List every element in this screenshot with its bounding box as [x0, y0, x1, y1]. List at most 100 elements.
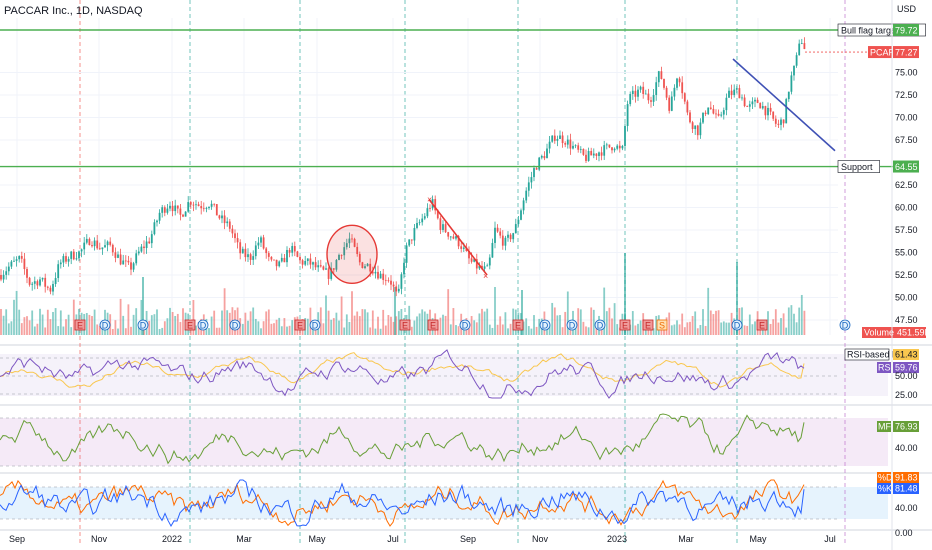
candle-body: [702, 112, 704, 123]
rsi-ma-label: RSI-based MA: [847, 350, 906, 360]
candle-body: [678, 78, 681, 83]
candle-body: [273, 259, 275, 261]
price-tick-label: 55.00: [895, 247, 918, 257]
candle-body: [319, 265, 322, 267]
candle-body: [33, 281, 36, 284]
candle-body: [26, 269, 28, 278]
volume-bar: [439, 317, 442, 335]
candle-body: [694, 125, 697, 130]
volume-bar: [535, 326, 538, 335]
volume-bar: [345, 314, 348, 335]
candle-body: [439, 218, 442, 230]
candle-body: [351, 238, 353, 240]
candle-body: [603, 145, 606, 156]
candle-body: [132, 263, 135, 270]
volume-bar: [387, 315, 390, 335]
candle-body: [494, 227, 496, 243]
event-badge-letter: D: [312, 321, 319, 331]
event-badge-earnings: [512, 319, 524, 331]
candle-body: [88, 238, 91, 246]
candle-body: [416, 222, 418, 228]
candle-body: [122, 260, 125, 265]
volume-bar: [795, 322, 798, 335]
volume-bar: [748, 314, 751, 335]
candle-body: [696, 125, 699, 136]
volume-bar: [468, 328, 470, 335]
candle-body: [501, 235, 504, 246]
volume-bar: [605, 311, 608, 335]
volume-bar: [728, 322, 730, 335]
stoch-k-line: [0, 479, 805, 528]
candle-body: [49, 287, 52, 292]
candle-body: [611, 147, 613, 151]
candle-body: [631, 90, 634, 95]
level-name-box: [837, 160, 881, 173]
volume-bar: [374, 328, 377, 335]
candle-body: [39, 279, 41, 286]
candle-body: [590, 151, 593, 156]
volume-bar: [556, 315, 559, 335]
volume-bar: [527, 326, 530, 335]
candle-body: [449, 236, 452, 238]
volume-bar: [548, 325, 551, 335]
candle-body: [215, 204, 218, 216]
candle-body: [202, 208, 205, 210]
candle-body: [96, 240, 99, 249]
candle-body: [296, 251, 299, 257]
mfi-value: 76.93: [895, 422, 918, 432]
candle-body: [5, 271, 8, 275]
volume-bar: [39, 308, 41, 335]
volume-bar: [637, 323, 639, 335]
rsi-label-box: [877, 362, 891, 373]
volume-bar: [777, 322, 780, 335]
volume-bar: [221, 310, 223, 335]
candle-body: [70, 251, 73, 259]
candle-body: [93, 240, 96, 247]
volume-bar: [577, 308, 580, 335]
volume-bar: [215, 327, 218, 335]
volume-bar: [343, 327, 346, 335]
candle-body: [20, 256, 23, 259]
time-tick-label: Sep: [9, 534, 25, 544]
candle-body: [582, 148, 585, 155]
candle-body: [57, 264, 60, 279]
volume-bar: [33, 326, 36, 335]
volume-bar: [397, 311, 400, 335]
candle-body: [98, 248, 101, 250]
volume-spike-0: [624, 253, 626, 335]
candle-body: [491, 242, 494, 258]
volume-bar: [150, 315, 153, 335]
symbol-box: [868, 46, 892, 59]
candle-body: [384, 279, 387, 281]
candle-body: [520, 210, 522, 220]
volume-bar: [774, 309, 777, 335]
volume-value: 451.59K: [897, 328, 931, 338]
candle-body: [78, 251, 80, 259]
candle-body: [613, 148, 616, 151]
price-tick-label: 60.00: [895, 202, 918, 212]
candle-body: [486, 265, 489, 267]
volume-bar: [351, 291, 353, 335]
candle-body: [283, 257, 286, 263]
candle-body: [153, 222, 156, 235]
volume-bar: [366, 312, 369, 335]
volume-bar: [686, 322, 689, 335]
candle-body: [413, 227, 416, 241]
stoch-bottom-tick-label: 0.00: [895, 528, 913, 538]
candle-body: [91, 245, 93, 247]
candle-body: [241, 248, 244, 254]
candle-body: [644, 93, 647, 95]
candle-body: [551, 135, 554, 142]
candle-body: [442, 224, 444, 230]
volume-bar: [790, 305, 793, 335]
candle-body: [72, 251, 75, 260]
candle-body: [114, 252, 117, 258]
candle-body: [374, 271, 377, 274]
candle-body: [561, 135, 564, 144]
candle-body: [751, 101, 754, 105]
candle-body: [0, 274, 2, 280]
candle-body: [774, 118, 777, 124]
candle-body: [535, 168, 538, 170]
event-badge-letter: D: [597, 321, 604, 331]
